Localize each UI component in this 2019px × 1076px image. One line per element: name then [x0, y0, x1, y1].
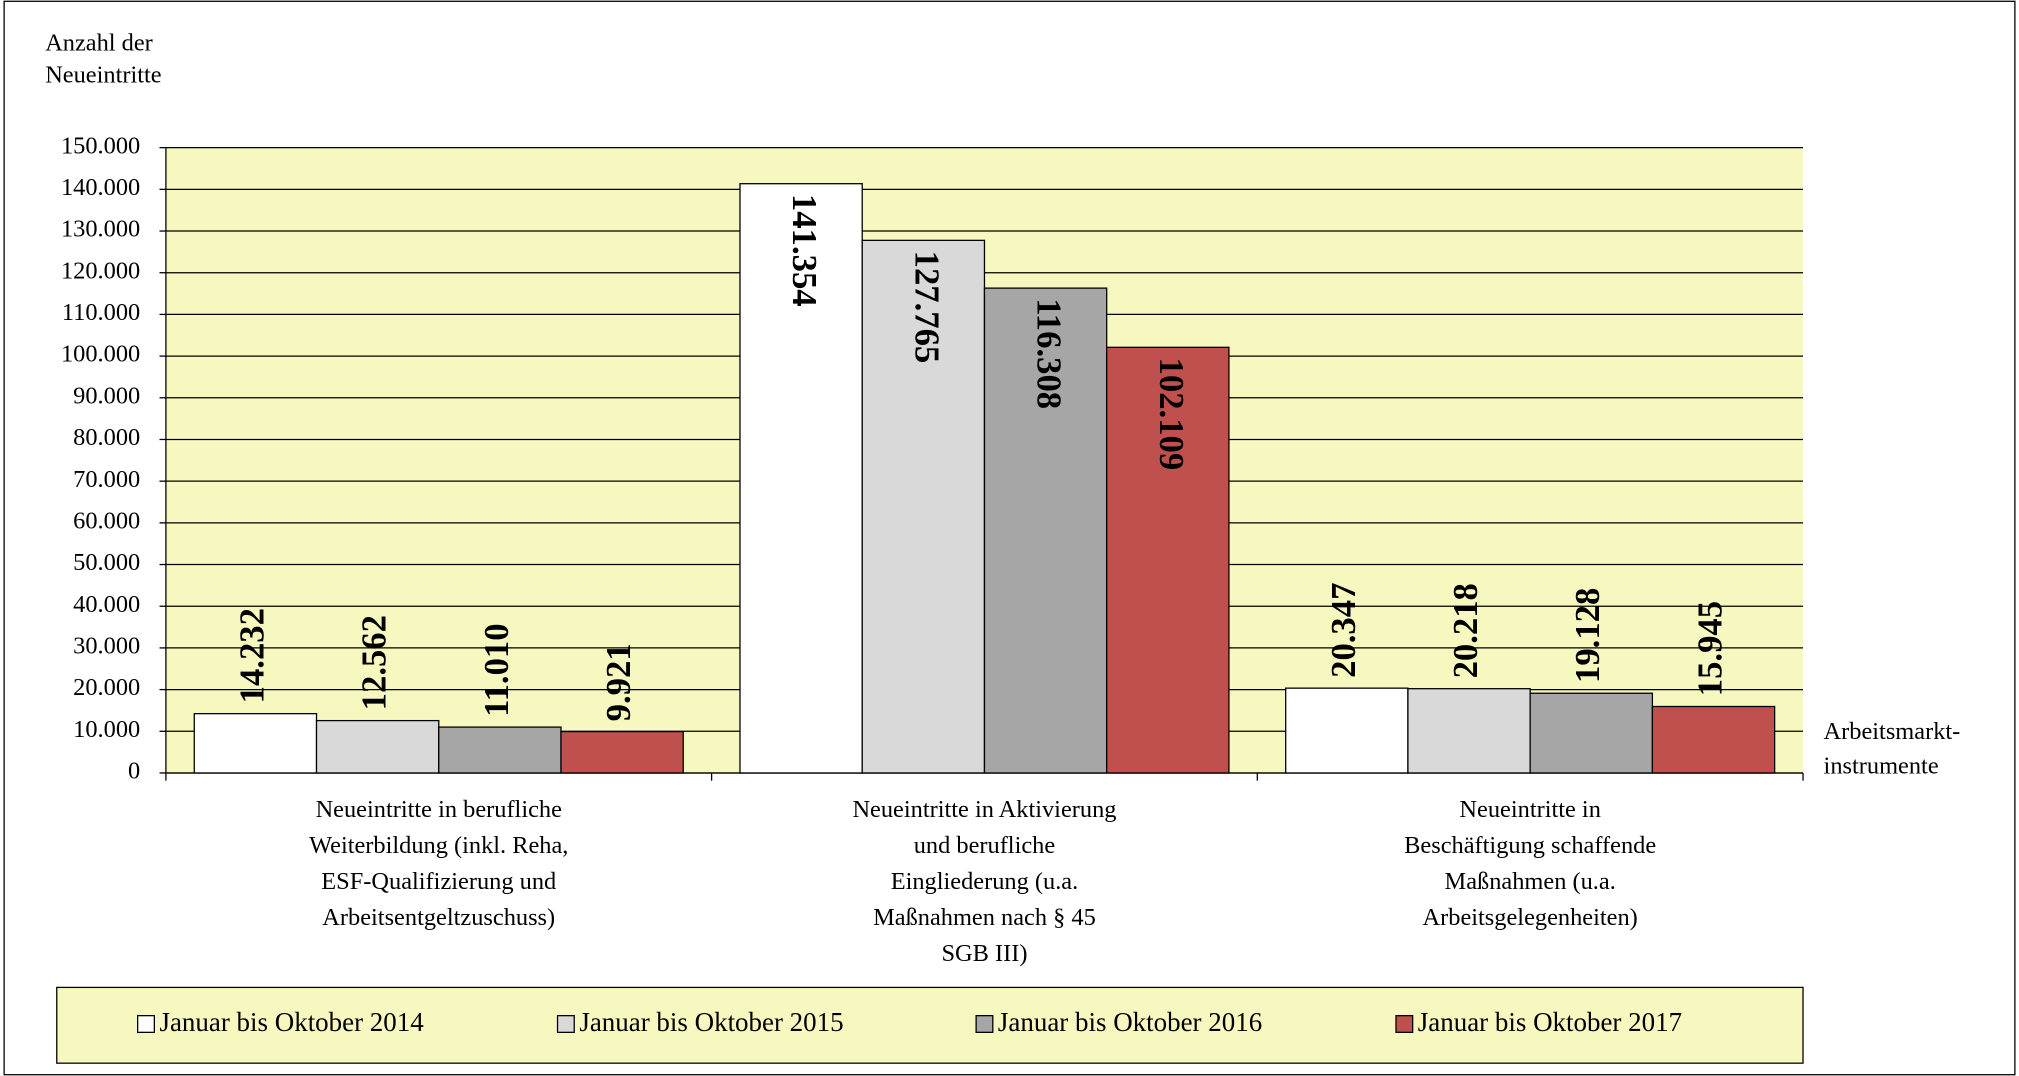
- x-tick-label: Neueintritte in: [1459, 796, 1600, 823]
- bar: [1651, 705, 1776, 774]
- legend-swatch: [1395, 1015, 1414, 1033]
- value-label: 141.354: [785, 194, 823, 307]
- legend-label: Januar bis Oktober 2016: [998, 1007, 1262, 1037]
- y-tick-label: 60.000: [73, 507, 140, 534]
- x-tick-label: SGB III): [941, 940, 1027, 967]
- value-label: 116.308: [1030, 298, 1068, 409]
- value-label: 127.765: [907, 251, 945, 364]
- x-tick-label: Maßnahmen (u.a.: [1445, 868, 1616, 895]
- y-tick-label: 0: [128, 758, 140, 785]
- bar: [1529, 692, 1654, 774]
- legend-swatch: [975, 1015, 994, 1033]
- x-tick-label: Neueintritte in berufliche: [316, 796, 562, 823]
- value-label: 9.921: [600, 643, 638, 721]
- x-axis-title: instrumente: [1824, 752, 1939, 779]
- y-tick-label: 10.000: [73, 716, 140, 743]
- bar: [193, 713, 318, 774]
- y-axis-title: Anzahl der: [45, 30, 153, 57]
- x-tick-label: Arbeitsentgeltzuschuss): [322, 904, 555, 931]
- value-label: 12.562: [356, 615, 394, 710]
- value-label: 20.218: [1447, 583, 1485, 678]
- x-tick-label: Neueintritte in Aktivierung: [852, 796, 1116, 823]
- y-tick-label: 120.000: [61, 257, 140, 284]
- value-label: 14.232: [233, 608, 271, 703]
- x-tick-label: und berufliche: [914, 832, 1055, 859]
- legend-label: Januar bis Oktober 2017: [1418, 1007, 1682, 1037]
- bar: [1407, 688, 1531, 774]
- y-tick-label: 40.000: [73, 591, 140, 618]
- legend-swatch: [556, 1015, 575, 1033]
- bar: [315, 719, 440, 774]
- x-axis-title: Arbeitsmarkt-: [1824, 718, 1961, 745]
- bar: [1106, 346, 1230, 774]
- bar: [438, 726, 562, 774]
- y-tick-label: 110.000: [62, 299, 140, 326]
- legend: [56, 986, 1804, 1064]
- y-tick-label: 130.000: [61, 216, 140, 243]
- x-tick-label: Arbeitsgelegenheiten): [1423, 904, 1638, 931]
- bar: [560, 730, 684, 774]
- x-tick-label: Beschäftigung schaffende: [1404, 832, 1656, 859]
- value-label: 19.128: [1569, 588, 1607, 683]
- y-tick-label: 90.000: [73, 382, 140, 409]
- legend-label: Januar bis Oktober 2014: [159, 1007, 424, 1037]
- y-tick-label: 150.000: [61, 132, 140, 159]
- bar: [739, 183, 863, 774]
- value-label: 102.109: [1152, 358, 1190, 471]
- y-tick-label: 30.000: [73, 633, 140, 660]
- y-axis-title: Neueintritte: [45, 62, 161, 89]
- bar: [861, 239, 986, 774]
- x-tick-label: Weiterbildung (inkl. Reha,: [309, 832, 568, 859]
- y-tick-label: 50.000: [73, 549, 140, 576]
- bar: [983, 287, 1108, 774]
- x-tick-label: Eingliederung (u.a.: [891, 868, 1079, 895]
- y-tick-label: 100.000: [61, 341, 140, 368]
- x-tick-label: Maßnahmen nach § 45: [873, 904, 1096, 931]
- bar: [1285, 687, 1409, 774]
- y-tick-label: 140.000: [61, 174, 140, 201]
- x-tick-label: ESF-Qualifizierung und: [321, 868, 556, 895]
- value-label: 15.945: [1691, 601, 1729, 696]
- value-label: 20.347: [1325, 583, 1363, 678]
- y-tick-label: 20.000: [73, 674, 140, 701]
- legend-swatch: [137, 1015, 155, 1033]
- y-tick-label: 70.000: [73, 466, 140, 493]
- value-label: 11.010: [478, 623, 516, 716]
- y-tick-label: 80.000: [73, 424, 140, 451]
- legend-label: Januar bis Oktober 2015: [579, 1007, 843, 1037]
